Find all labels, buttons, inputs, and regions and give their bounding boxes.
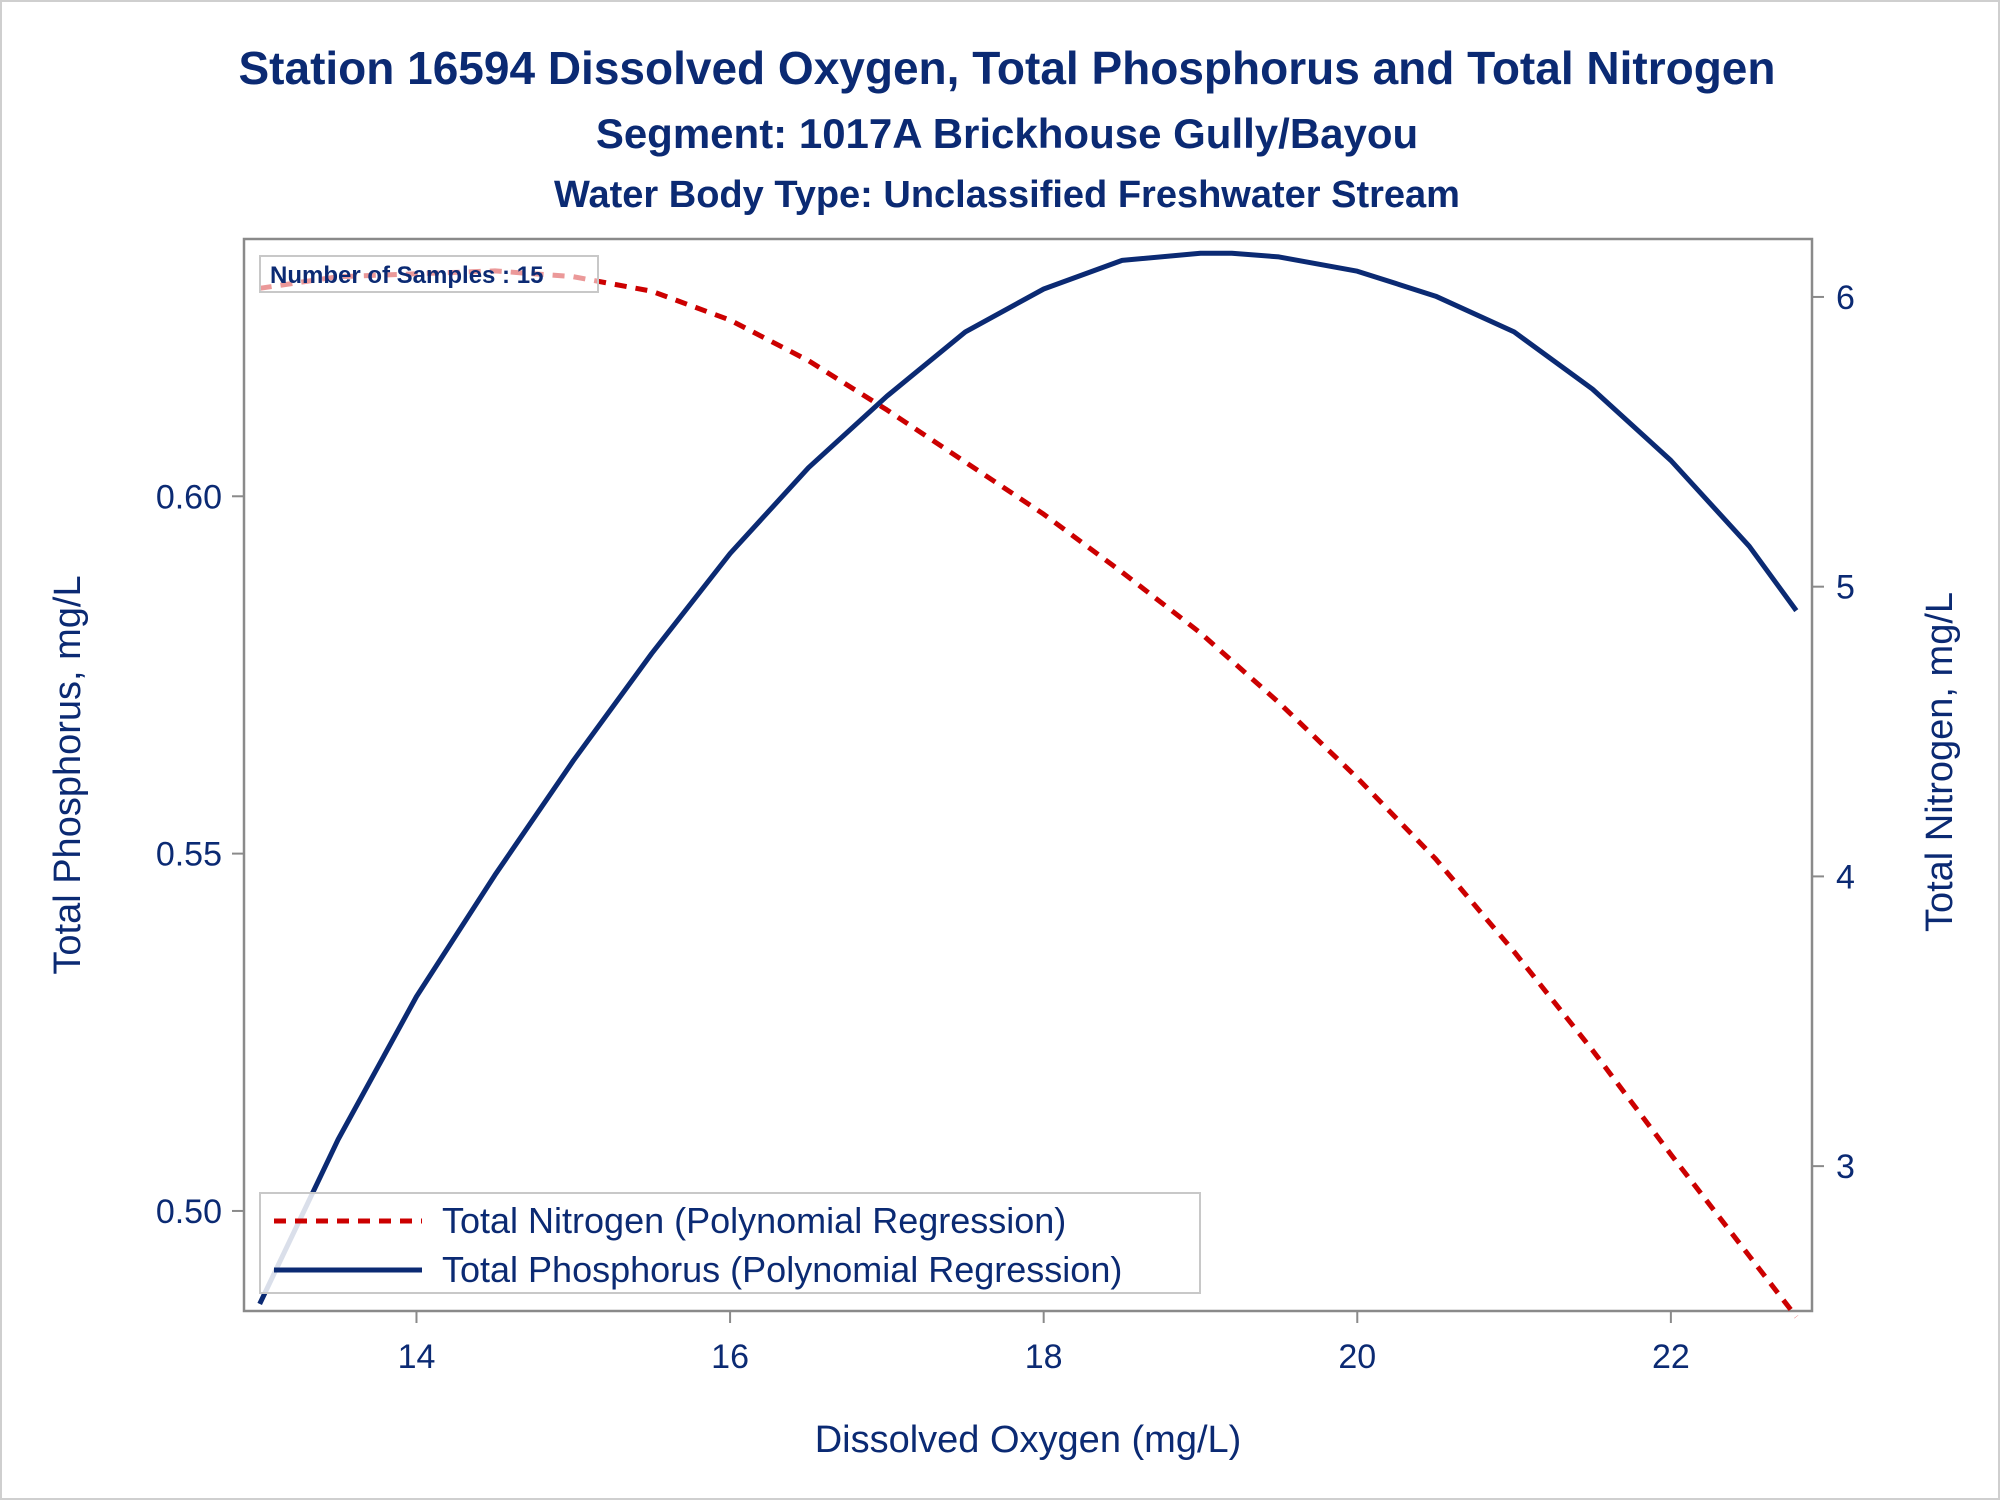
x-axis-label: Dissolved Oxygen (mg/L): [815, 1419, 1242, 1461]
series-line-total-phosphorus: [257, 250, 1799, 1305]
y-left-tick-label: 0.60: [156, 478, 222, 516]
x-tick-label: 18: [1025, 1338, 1063, 1376]
sample-count-label: Number of Samples : 15: [270, 262, 543, 289]
sample-count-inset: Number of Samples : 15: [259, 255, 599, 293]
y-right-axis-label: Total Nitrogen, mg/L: [1919, 592, 1961, 932]
chart-subtitle-2: Water Body Type: Unclassified Freshwater…: [554, 174, 1460, 216]
x-tick-label: 14: [398, 1338, 436, 1376]
legend-box: [259, 1192, 1201, 1294]
y-left-axis: 0.50 0.55 0.60: [156, 478, 244, 1231]
x-tick-label: 20: [1338, 1338, 1376, 1376]
y-right-tick-label: 5: [1836, 569, 1855, 607]
y-right-tick-label: 6: [1836, 279, 1855, 317]
x-tick-label: 16: [711, 1338, 749, 1376]
y-right-tick-label: 4: [1836, 858, 1855, 896]
legend-label-nitrogen: Total Nitrogen (Polynomial Regression): [442, 1200, 1066, 1241]
chart-title: Station 16594 Dissolved Oxygen, Total Ph…: [238, 42, 1775, 94]
y-right-axis: 3 4 5 6: [1812, 279, 1855, 1186]
plot-border: [242, 237, 1814, 1313]
y-left-tick-label: 0.50: [156, 1193, 222, 1231]
y-left-axis-label: Total Phosphorus, mg/L: [47, 575, 89, 974]
y-left-tick-label: 0.55: [156, 836, 222, 874]
x-axis: 14 16 18 20 22: [398, 1311, 1690, 1376]
legend: Total Nitrogen (Polynomial Regression) T…: [259, 1192, 1201, 1294]
inset-box: [259, 255, 599, 293]
series-layer: [257, 250, 1799, 1319]
x-tick-label: 22: [1652, 1338, 1690, 1376]
y-right-tick-label: 3: [1836, 1148, 1855, 1186]
chart-subtitle: Segment: 1017A Brickhouse Gully/Bayou: [596, 110, 1418, 157]
legend-label-phosphorus: Total Phosphorus (Polynomial Regression): [442, 1249, 1122, 1290]
series-line-total-nitrogen: [259, 268, 1799, 1319]
plot-area: [242, 237, 1814, 1313]
